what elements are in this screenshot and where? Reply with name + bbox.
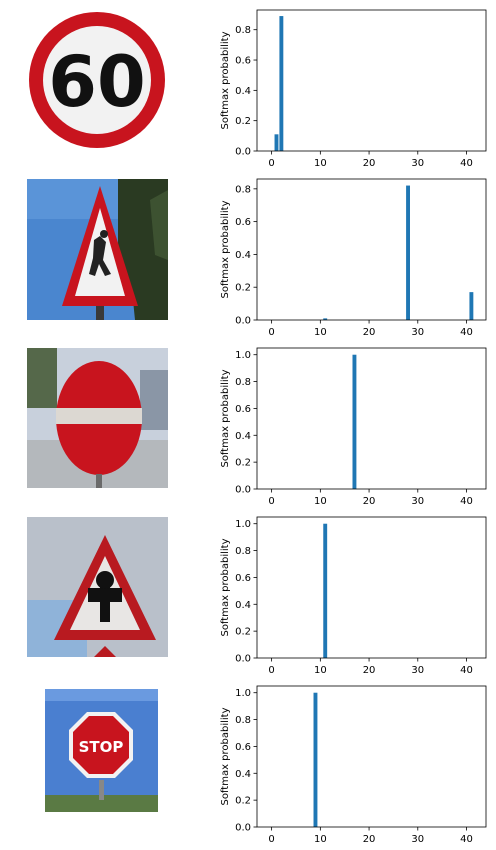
y-tick-label: 0.0 <box>235 485 251 496</box>
y-tick-label: 0.4 <box>235 86 251 97</box>
y-tick-label: 0.0 <box>235 823 251 834</box>
y-tick-label: 1.0 <box>235 350 251 361</box>
y-tick-label: 1.0 <box>235 519 251 530</box>
x-tick-label: 10 <box>314 158 327 169</box>
x-tick-label: 20 <box>363 496 376 507</box>
y-tick-label: 0.0 <box>235 316 251 327</box>
bar-class-2 <box>279 16 284 152</box>
x-tick-label: 40 <box>460 665 473 676</box>
y-axis-label: Softmax probability <box>220 707 231 805</box>
x-tick-label: 0 <box>268 327 274 338</box>
axes-frame <box>256 178 487 321</box>
x-tick-label: 20 <box>363 158 376 169</box>
x-tick-label: 30 <box>411 496 424 507</box>
softmax-chart-sign-1: 0 10 20 30 40 0.0 0.2 0.4 0.6 0.8 Softmax probabil… <box>220 9 487 169</box>
y-tick-label: 0.4 <box>235 431 251 442</box>
children-crossing-sign-icon <box>27 179 168 320</box>
y-tick-label: 0.0 <box>235 654 251 665</box>
y-axis-label: Softmax probability <box>220 31 231 129</box>
right-of-way-sign-icon <box>27 517 168 657</box>
y-tick-label: 0.8 <box>235 25 251 36</box>
axes-frame <box>256 9 487 152</box>
bar-class-28 <box>406 185 410 320</box>
y-tick-label: 0.2 <box>235 458 251 469</box>
y-axis-label: Softmax probability <box>220 369 231 467</box>
x-tick-label: 30 <box>411 834 424 845</box>
x-tick-label: 40 <box>460 834 473 845</box>
x-tick-label: 10 <box>314 834 327 845</box>
y-tick-label: 0.6 <box>235 217 251 228</box>
stop-sign-text: STOP <box>79 738 124 756</box>
y-tick-label: 0.4 <box>235 769 251 780</box>
softmax-chart-sign-4: 0 10 20 30 40 0.0 0.2 0.4 0.6 0.8 1.0 Softmax proba… <box>220 516 487 676</box>
axes-frame <box>256 347 487 490</box>
x-tick-label: 0 <box>268 158 274 169</box>
speed-limit-60-sign-icon: 60 <box>27 10 168 150</box>
y-tick-label: 1.0 <box>235 688 251 699</box>
x-tick-label: 20 <box>363 327 376 338</box>
softmax-chart-sign-5: 0 10 20 30 40 0.0 0.2 0.4 0.6 0.8 1.0 Softmax proba… <box>220 685 487 845</box>
y-tick-label: 0.2 <box>235 283 251 294</box>
y-tick-label: 0.6 <box>235 742 251 753</box>
sign-60-text: 60 <box>48 41 145 123</box>
y-tick-label: 0.4 <box>235 250 251 261</box>
softmax-chart-sign-2: 0 10 20 30 40 0.0 0.2 0.4 0.6 0.8 Softmax probabil… <box>220 178 487 338</box>
x-tick-label: 0 <box>268 665 274 676</box>
bar-class-11 <box>323 523 328 658</box>
x-tick-label: 10 <box>314 327 327 338</box>
bar-class-1 <box>274 134 279 151</box>
x-tick-label: 40 <box>460 327 473 338</box>
y-tick-label: 0.6 <box>235 573 251 584</box>
y-tick-label: 0.8 <box>235 184 251 195</box>
y-tick-label: 0.0 <box>235 147 251 158</box>
x-tick-label: 0 <box>268 496 274 507</box>
x-tick-label: 30 <box>411 158 424 169</box>
bar-class-11 <box>323 318 328 320</box>
bar-class-9 <box>313 692 318 827</box>
bar-class-41 <box>469 292 474 320</box>
x-tick-label: 10 <box>314 665 327 676</box>
y-tick-label: 0.2 <box>235 796 251 807</box>
y-tick-label: 0.4 <box>235 600 251 611</box>
y-tick-label: 0.2 <box>235 116 251 127</box>
x-tick-label: 10 <box>314 496 327 507</box>
softmax-chart-sign-3: 0 10 20 30 40 0.0 0.2 0.4 0.6 0.8 1.0 Softmax proba… <box>220 347 487 507</box>
y-axis-label: Softmax probability <box>220 538 231 636</box>
x-tick-label: 40 <box>460 496 473 507</box>
y-tick-label: 0.8 <box>235 546 251 557</box>
stop-sign-icon: STOP <box>45 689 158 812</box>
y-tick-label: 0.6 <box>235 56 251 67</box>
axes-frame <box>256 516 487 659</box>
y-axis-label: Softmax probability <box>220 200 231 298</box>
x-tick-label: 30 <box>411 665 424 676</box>
x-tick-label: 0 <box>268 834 274 845</box>
x-tick-label: 40 <box>460 158 473 169</box>
y-tick-label: 0.8 <box>235 715 251 726</box>
y-tick-label: 0.8 <box>235 377 251 388</box>
bar-class-17 <box>352 354 357 489</box>
y-tick-label: 0.6 <box>235 404 251 415</box>
x-tick-label: 30 <box>411 327 424 338</box>
x-tick-label: 20 <box>363 834 376 845</box>
y-tick-label: 0.2 <box>235 627 251 638</box>
no-entry-sign-icon <box>27 348 168 488</box>
axes-frame <box>256 685 487 828</box>
x-tick-label: 20 <box>363 665 376 676</box>
